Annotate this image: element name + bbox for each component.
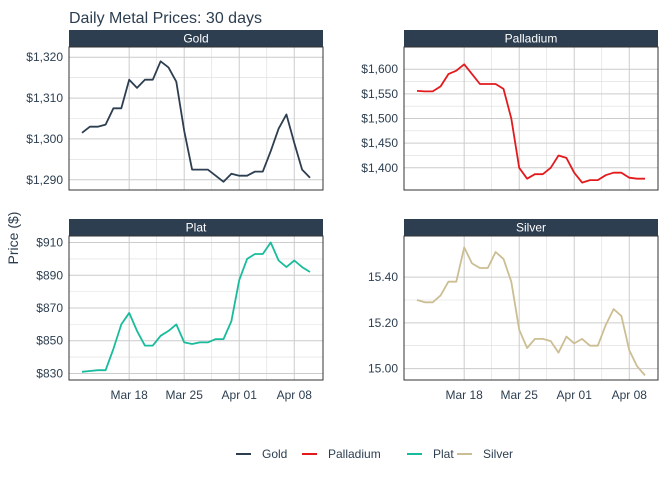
- y-tick-label: $850: [36, 334, 63, 348]
- chart-title: Daily Metal Prices: 30 days: [69, 10, 262, 27]
- series-line-gold: [81, 60, 311, 183]
- x-tick-label: Mar 18: [110, 388, 148, 402]
- y-tick-label: $1,500: [361, 112, 398, 126]
- y-tick-label: 15.40: [368, 270, 398, 284]
- y-tick-label: $1,400: [361, 161, 398, 175]
- y-tick-label: $1,320: [26, 50, 63, 64]
- panel-gold: Gold $1,290 $1,300 $1,310 $1,320: [26, 30, 324, 191]
- y-tick-label: 15.20: [368, 316, 398, 330]
- legend-item-silver: Silver: [457, 447, 513, 461]
- facet-strip-gold: [69, 30, 323, 47]
- series-line-silver: [416, 246, 646, 376]
- y-tick-label: 15.00: [368, 362, 398, 376]
- legend-label-silver: Silver: [483, 447, 513, 461]
- series-line-plat: [81, 241, 311, 373]
- panel-border: [68, 235, 324, 381]
- x-tick-label: Apr 01: [222, 388, 258, 402]
- series-line-palladium: [416, 63, 645, 184]
- facet-strip-label-silver: Silver: [516, 221, 546, 235]
- legend-label-palladium: Palladium: [328, 447, 381, 461]
- x-tick-label: Mar 25: [501, 388, 539, 402]
- facet-strip-palladium: [404, 30, 658, 47]
- legend-label-gold: Gold: [262, 447, 287, 461]
- y-tick-label: $1,550: [361, 87, 398, 101]
- facet-panels: Gold $1,290 $1,300 $1,310 $1,320 Palladium $1,…: [26, 30, 659, 381]
- legend-item-gold: Gold: [236, 447, 287, 461]
- panel-border: [403, 46, 659, 191]
- x-tick-label: Apr 08: [612, 388, 648, 402]
- legend: Gold Palladium Plat Silver: [236, 447, 513, 461]
- x-tick-label: Apr 01: [557, 388, 593, 402]
- legend-item-palladium: Palladium: [302, 447, 381, 461]
- y-tick-label: $1,300: [26, 132, 63, 146]
- facet-strip-label-palladium: Palladium: [505, 32, 558, 46]
- y-tick-label: $1,450: [361, 136, 398, 150]
- y-tick-label: $890: [36, 268, 63, 282]
- facet-strip-label-gold: Gold: [183, 32, 208, 46]
- x-axes: Mar 18 Mar 25 Apr 01 Apr 08 Mar 18 Mar 25 Apr …: [110, 388, 647, 402]
- x-tick-label: Apr 08: [277, 388, 313, 402]
- panel-border: [68, 46, 324, 191]
- x-tick-label: Mar 25: [166, 388, 204, 402]
- y-tick-label: $910: [36, 236, 63, 250]
- x-tick-label: Mar 18: [445, 388, 483, 402]
- legend-item-plat: Plat: [407, 447, 454, 461]
- panel-palladium: Palladium $1,400 $1,450 $1,500 $1,550 $1,600: [361, 30, 659, 191]
- y-tick-label: $1,600: [361, 62, 398, 76]
- panel-silver: Silver 15.00 15.20 15.40: [368, 219, 659, 381]
- panel-plat: Plat $830 $850 $870 $890 $910: [36, 219, 324, 381]
- y-tick-label: $1,310: [26, 91, 63, 105]
- y-tick-label: $870: [36, 301, 63, 315]
- facet-strip-plat: [69, 219, 323, 236]
- y-tick-label: $1,290: [26, 173, 63, 187]
- y-tick-label: $830: [36, 366, 63, 380]
- facet-strip-label-plat: Plat: [186, 221, 207, 235]
- panel-border: [403, 235, 659, 381]
- y-axis-label: Price ($): [5, 212, 21, 265]
- facet-strip-silver: [404, 219, 658, 236]
- legend-label-plat: Plat: [433, 447, 454, 461]
